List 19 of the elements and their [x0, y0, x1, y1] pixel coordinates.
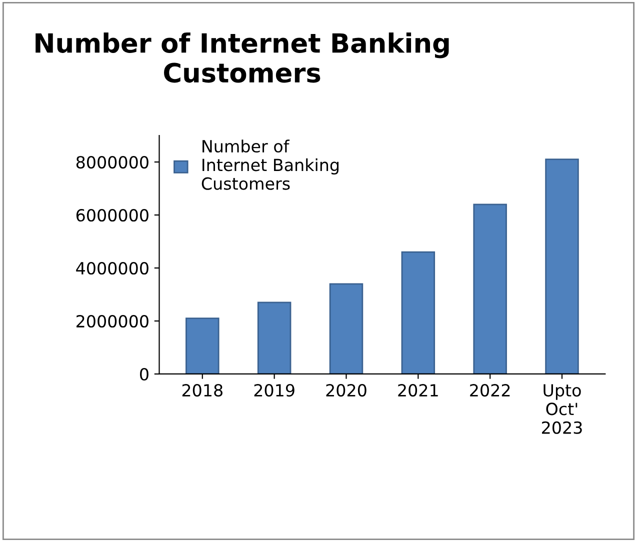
legend-label: Number of Internet Banking Customers — [202, 140, 339, 190]
x-tick-label: 2018 — [182, 384, 222, 397]
x-tick-label: 2022 — [470, 384, 510, 397]
y-tick-label: 0 — [140, 368, 148, 381]
y-tick-label: 2000000 — [76, 314, 148, 328]
y-tick-label: 8000000 — [76, 156, 148, 169]
x-tick-label: Upto Oct' 2023 — [542, 384, 582, 434]
bar — [329, 283, 364, 374]
bar — [186, 318, 220, 374]
x-tick-label: 2021 — [398, 384, 438, 397]
bar — [401, 251, 436, 374]
bar — [473, 204, 507, 374]
x-tick-label: 2020 — [326, 384, 366, 397]
bar — [257, 302, 292, 374]
bar — [545, 158, 579, 374]
x-tick-label: 2019 — [254, 384, 294, 397]
y-tick-label: 4000000 — [76, 262, 148, 275]
y-tick-label: 6000000 — [76, 208, 148, 222]
chart-title: Number of Internet Banking Customers — [36, 32, 449, 83]
